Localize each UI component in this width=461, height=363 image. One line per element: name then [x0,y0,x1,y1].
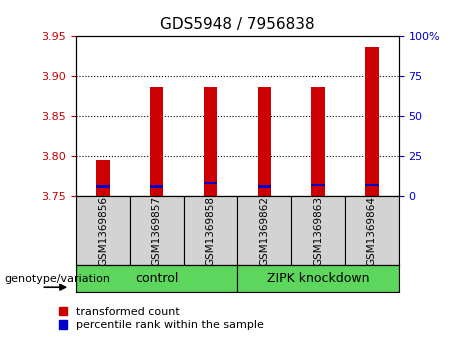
Bar [258,185,271,188]
Text: ZIPK knockdown: ZIPK knockdown [267,272,369,285]
Bar [365,47,378,196]
Text: GSM1369857: GSM1369857 [152,196,162,265]
Bar [150,87,164,196]
Text: control: control [135,272,178,285]
Bar [96,160,110,196]
Bar [258,87,271,196]
Bar [150,185,164,188]
Bar [76,265,237,292]
Text: GSM1369858: GSM1369858 [206,196,216,265]
Text: GSM1369862: GSM1369862 [259,196,269,265]
Bar [76,196,130,265]
Bar [237,265,399,292]
Bar [237,196,291,265]
Text: GSM1369863: GSM1369863 [313,196,323,265]
Bar [183,196,237,265]
Legend: transformed count, percentile rank within the sample: transformed count, percentile rank withi… [59,307,264,330]
Bar [345,196,399,265]
Bar [365,184,378,186]
Bar [311,184,325,186]
Text: genotype/variation: genotype/variation [5,274,111,284]
Bar [311,87,325,196]
Text: GSM1369856: GSM1369856 [98,196,108,265]
Bar [130,196,183,265]
Bar [96,185,110,188]
Bar [291,196,345,265]
Bar [204,182,217,184]
Text: GSM1369864: GSM1369864 [367,196,377,265]
Title: GDS5948 / 7956838: GDS5948 / 7956838 [160,17,315,32]
Bar [204,87,217,196]
